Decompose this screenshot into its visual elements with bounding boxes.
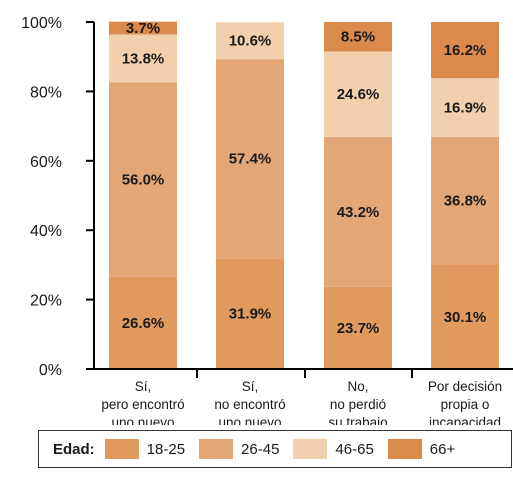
- legend-label-18-25: 18-25: [147, 441, 185, 458]
- y-tick-label: 20%: [30, 293, 62, 310]
- y-tick-label: 0%: [39, 362, 62, 379]
- legend-item-26-45: 26-45: [199, 439, 279, 459]
- x-category-label: propia o: [441, 397, 490, 412]
- data-label: 36.8%: [444, 193, 487, 210]
- x-category-label: no encontró: [214, 397, 285, 412]
- legend-label-66-plus: 66+: [430, 441, 455, 458]
- x-category-label: incapacidad: [429, 415, 501, 425]
- y-tick-label: 40%: [30, 223, 62, 240]
- data-label: 16.9%: [444, 100, 487, 117]
- x-category-label: pero encontró: [101, 397, 184, 412]
- legend: Edad: 18-25 26-45 46-65 66+: [38, 430, 512, 468]
- legend-item-66-plus: 66+: [388, 439, 455, 459]
- legend-item-18-25: 18-25: [105, 439, 185, 459]
- legend-item-46-65: 46-65: [293, 439, 373, 459]
- data-label: 56.0%: [122, 172, 165, 189]
- legend-swatch-66-plus: [388, 439, 422, 459]
- x-category-label: No,: [347, 379, 368, 394]
- data-label: 10.6%: [229, 33, 272, 50]
- y-tick-label: 60%: [30, 154, 62, 171]
- x-category-label: su trabajo: [328, 415, 387, 425]
- x-category-label: no perdió: [330, 397, 386, 412]
- x-category-label: Sí,: [135, 379, 152, 394]
- data-label: 13.8%: [122, 50, 165, 67]
- legend-title: Edad:: [53, 441, 95, 458]
- stacked-bar-chart: 26.6% 56.0% 13.8% 3.7% 31.9% 57.4% 10.6% 23.7% 4…: [0, 0, 513, 425]
- legend-label-26-45: 26-45: [241, 441, 279, 458]
- data-label: 16.2%: [444, 42, 487, 59]
- data-label: 3.7%: [126, 20, 160, 37]
- x-category-label: Por decisión: [428, 379, 502, 394]
- data-label: 30.1%: [444, 309, 487, 326]
- data-label: 57.4%: [229, 151, 272, 168]
- y-tick-label: 100%: [21, 15, 62, 32]
- data-label: 43.2%: [337, 204, 380, 221]
- data-label: 26.6%: [122, 315, 165, 332]
- legend-swatch-18-25: [105, 439, 139, 459]
- data-label: 23.7%: [337, 320, 380, 337]
- x-category-label: Sí,: [242, 379, 259, 394]
- x-category-label: uno nuevo: [218, 415, 281, 425]
- y-tick-label: 80%: [30, 84, 62, 101]
- legend-swatch-46-65: [293, 439, 327, 459]
- data-label: 31.9%: [229, 306, 272, 323]
- legend-label-46-65: 46-65: [335, 441, 373, 458]
- legend-swatch-26-45: [199, 439, 233, 459]
- data-label: 24.6%: [337, 86, 380, 103]
- x-category-label: uno nuevo: [111, 415, 174, 425]
- data-label: 8.5%: [341, 29, 375, 46]
